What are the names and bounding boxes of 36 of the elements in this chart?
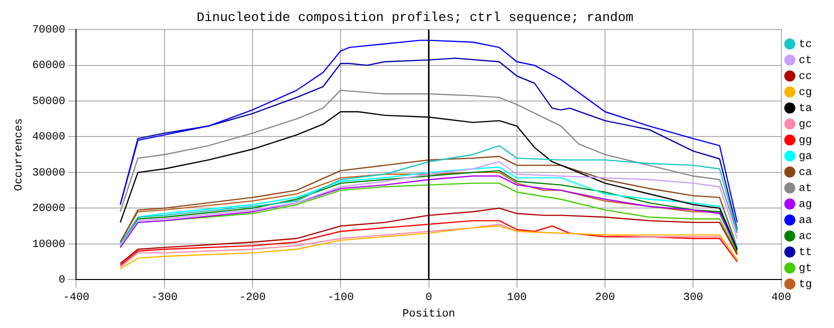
y-tick-label: 40000 [32, 132, 66, 144]
y-tick-label: 70000 [32, 24, 66, 37]
legend-label: tc [798, 38, 812, 51]
y-tick-label: 50000 [32, 96, 66, 108]
y-tick-label: 10000 [32, 238, 66, 251]
legend-label: gc [798, 118, 812, 131]
legend-label: ac [798, 230, 812, 243]
x-tick-label: 200 [595, 292, 615, 304]
y-axis-title: Occurrences [14, 118, 26, 191]
legend-label: cc [798, 70, 812, 83]
legend-label: tt [798, 246, 812, 259]
y-tick-label: 30000 [32, 167, 66, 180]
y-tick-label: 0 [58, 274, 66, 287]
legend-label: tg [798, 278, 812, 291]
legend-label: cg [798, 86, 812, 99]
legend-label: ga [798, 150, 812, 163]
x-tick-label: -200 [239, 292, 266, 304]
legend-label: ca [798, 166, 812, 179]
legend-label: ag [798, 198, 812, 211]
x-tick-label: -100 [327, 292, 354, 304]
legend-label: gg [798, 134, 812, 147]
legend-label: ta [798, 102, 812, 115]
x-tick-label: -400 [63, 292, 90, 304]
x-tick-label: -300 [151, 292, 178, 304]
x-tick-label: 400 [771, 292, 792, 304]
legend-label: at [798, 182, 812, 195]
x-tick-label: 100 [506, 292, 527, 304]
y-tick-label: 20000 [32, 203, 66, 216]
legend-label: aa [798, 214, 812, 227]
chart-title: Dinucleotide composition profiles; ctrl sequence; random [196, 10, 634, 26]
x-tick-label: 0 [425, 292, 432, 304]
x-axis-title: Position [402, 308, 456, 320]
legend-label: ct [798, 54, 812, 67]
x-tick-label: 300 [683, 292, 704, 304]
legend-label: gt [798, 262, 812, 275]
y-tick-label: 60000 [32, 60, 66, 72]
